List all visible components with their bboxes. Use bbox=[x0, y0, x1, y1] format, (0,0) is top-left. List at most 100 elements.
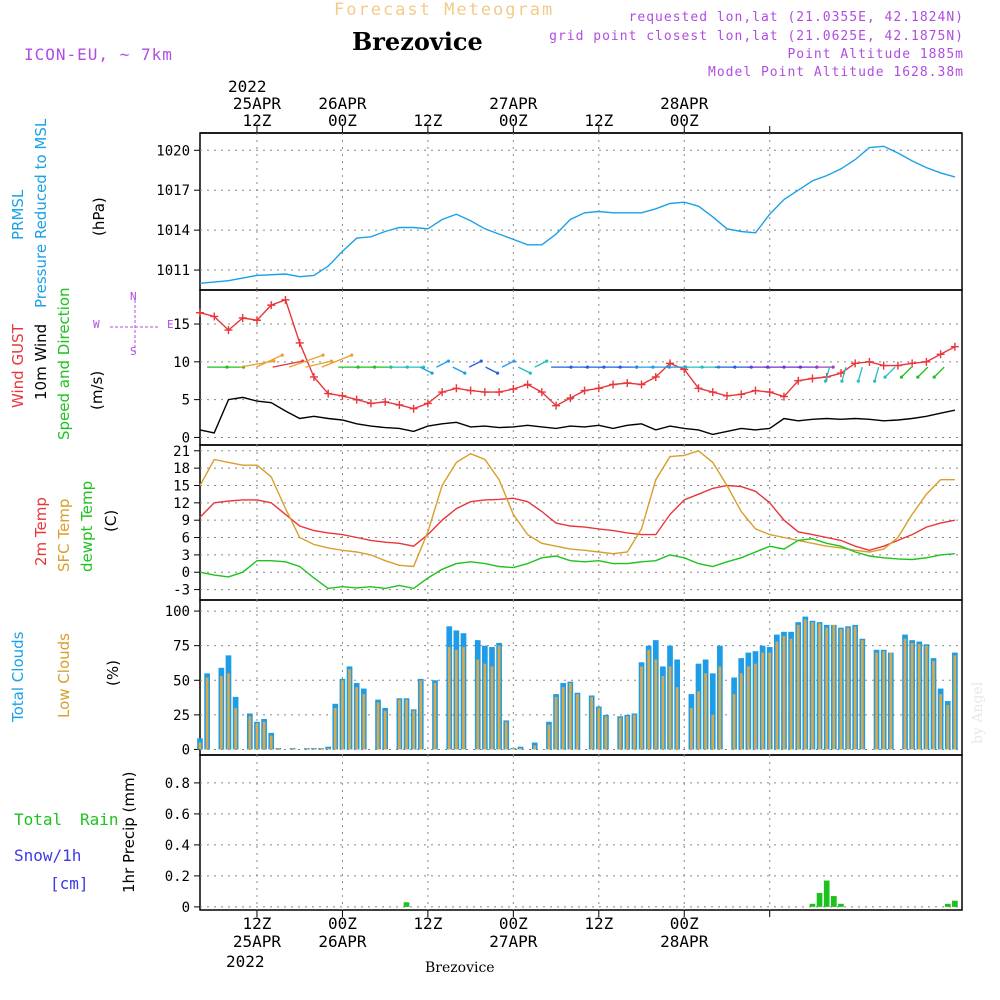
ytick-label: 1017 bbox=[156, 183, 190, 199]
ytick-label: 0 bbox=[182, 430, 190, 446]
low-cloud-bar bbox=[953, 655, 957, 750]
ytick-label: 100 bbox=[165, 604, 190, 620]
requested-coords: requested lon,lat (21.0355E, 42.1824N) bbox=[628, 10, 964, 25]
low-cloud-bar bbox=[775, 641, 779, 750]
low-cloud-bar bbox=[255, 723, 259, 750]
low-cloud-bar bbox=[825, 627, 829, 750]
low-cloud-bar bbox=[917, 644, 921, 750]
gust-marker bbox=[309, 372, 318, 381]
top-time-label-hour: 00Z bbox=[669, 111, 699, 130]
gust-marker bbox=[409, 404, 418, 413]
gust-marker bbox=[936, 350, 945, 359]
model-altitude: Model Point Altitude 1628.38m bbox=[708, 65, 964, 80]
wind-arrowhead bbox=[321, 353, 325, 357]
ytick-label: 18 bbox=[173, 461, 190, 477]
wind-arrow bbox=[900, 366, 912, 378]
bottom-time-label-day: 27APR bbox=[489, 932, 538, 951]
pressure-unit: (hPa) bbox=[90, 197, 108, 236]
ytick-label: 1020 bbox=[156, 143, 190, 159]
gust-marker bbox=[224, 326, 233, 335]
low-cloud-bar bbox=[946, 705, 950, 750]
rain-bar bbox=[944, 903, 951, 907]
precip-unit: 1hr Precip (mm) bbox=[120, 771, 138, 893]
low-cloud-bar bbox=[433, 683, 437, 750]
low-cloud-bar bbox=[732, 694, 736, 750]
wind-arrow bbox=[321, 354, 353, 368]
low-cloud-bar bbox=[291, 748, 294, 750]
wind-arrow bbox=[485, 366, 498, 374]
gust-marker bbox=[566, 394, 575, 403]
low-cloud-bar bbox=[818, 623, 821, 750]
gust-marker bbox=[281, 295, 290, 304]
low-cloud-bar bbox=[590, 696, 594, 750]
low-cloud-bar bbox=[319, 748, 323, 750]
low-cloud-bar bbox=[248, 716, 252, 750]
ytick-label: 15 bbox=[173, 317, 190, 333]
top-time-label-day: 28APR bbox=[660, 94, 709, 113]
low-cloud-bar bbox=[903, 638, 907, 750]
top-time-label-hour: 12Z bbox=[413, 111, 443, 130]
low-cloud-bar bbox=[220, 676, 223, 750]
pressure-line bbox=[199, 145, 956, 284]
wind-arrow bbox=[824, 366, 831, 382]
temp-line-1 bbox=[199, 450, 955, 568]
gust-marker bbox=[423, 399, 432, 408]
bottom-time-label-hour: 00Z bbox=[327, 914, 357, 933]
low-cloud-bar bbox=[675, 687, 679, 750]
gust-marker bbox=[737, 390, 746, 399]
gust-marker bbox=[950, 342, 959, 351]
wind-arrowhead bbox=[446, 359, 451, 363]
temp-line-0 bbox=[199, 484, 956, 552]
wind-arrow bbox=[452, 366, 466, 374]
rain-bar bbox=[816, 892, 823, 907]
low-cloud-bar bbox=[939, 694, 942, 750]
gust-marker bbox=[395, 400, 404, 409]
ytick-label: 0.6 bbox=[165, 807, 190, 823]
gust-marker bbox=[865, 357, 874, 366]
low-cloud-bar bbox=[269, 735, 273, 750]
gust-marker bbox=[338, 391, 347, 400]
gust-marker bbox=[452, 384, 461, 393]
rain-bar bbox=[809, 903, 816, 907]
low-cloud-bar bbox=[925, 645, 928, 750]
model-name: ICON-EU, ~ 7km bbox=[24, 45, 173, 64]
gust-marker bbox=[765, 388, 774, 397]
rain-bar bbox=[830, 896, 837, 907]
low-cloud-bar bbox=[341, 680, 344, 750]
low-cloud-bar bbox=[405, 699, 408, 750]
low-cloud-bar bbox=[640, 666, 643, 750]
top-time-label-hour: 12Z bbox=[242, 111, 272, 130]
location-title: Brezovice bbox=[352, 27, 483, 56]
gust-marker bbox=[523, 380, 532, 389]
gust-marker bbox=[751, 386, 760, 395]
low-cloud-bar bbox=[305, 748, 309, 750]
bottom-time-label-hour: 00Z bbox=[669, 914, 699, 933]
gust-marker bbox=[623, 379, 632, 387]
wind-arrow bbox=[255, 354, 283, 368]
wind-arrowhead bbox=[350, 353, 354, 357]
bottom-time-label-hour: 12Z bbox=[413, 914, 443, 933]
precip-label-snow: Snow/1h bbox=[14, 846, 82, 865]
low-cloud-bar bbox=[839, 629, 843, 750]
grid-coords: grid point closest lon,lat (21.0625E, 42… bbox=[549, 29, 964, 44]
top-time-label-day: 27APR bbox=[489, 94, 538, 113]
wind-arrowhead bbox=[495, 371, 500, 375]
rain-bar bbox=[403, 902, 410, 907]
temp-line-2 bbox=[199, 537, 955, 590]
bottom-time-label-day: 28APR bbox=[660, 932, 709, 951]
gust-marker bbox=[238, 313, 247, 322]
bottom-time-label-hour: 12Z bbox=[242, 914, 272, 933]
low-cloud-bar bbox=[718, 666, 722, 750]
low-cloud-bar bbox=[504, 721, 508, 750]
wind-label-2: 10m Wind bbox=[32, 323, 50, 400]
gust-marker bbox=[495, 388, 504, 397]
low-cloud-bar bbox=[348, 669, 351, 750]
bottom-time-label-day: 25APR bbox=[232, 932, 282, 951]
low-cloud-bar bbox=[412, 710, 415, 750]
product-title: Forecast Meteogram bbox=[334, 0, 555, 20]
low-cloud-bar bbox=[711, 714, 715, 750]
low-cloud-bar bbox=[383, 710, 387, 750]
low-cloud-bar bbox=[647, 649, 651, 750]
gust-marker bbox=[594, 384, 603, 393]
low-cloud-bar bbox=[618, 717, 622, 750]
